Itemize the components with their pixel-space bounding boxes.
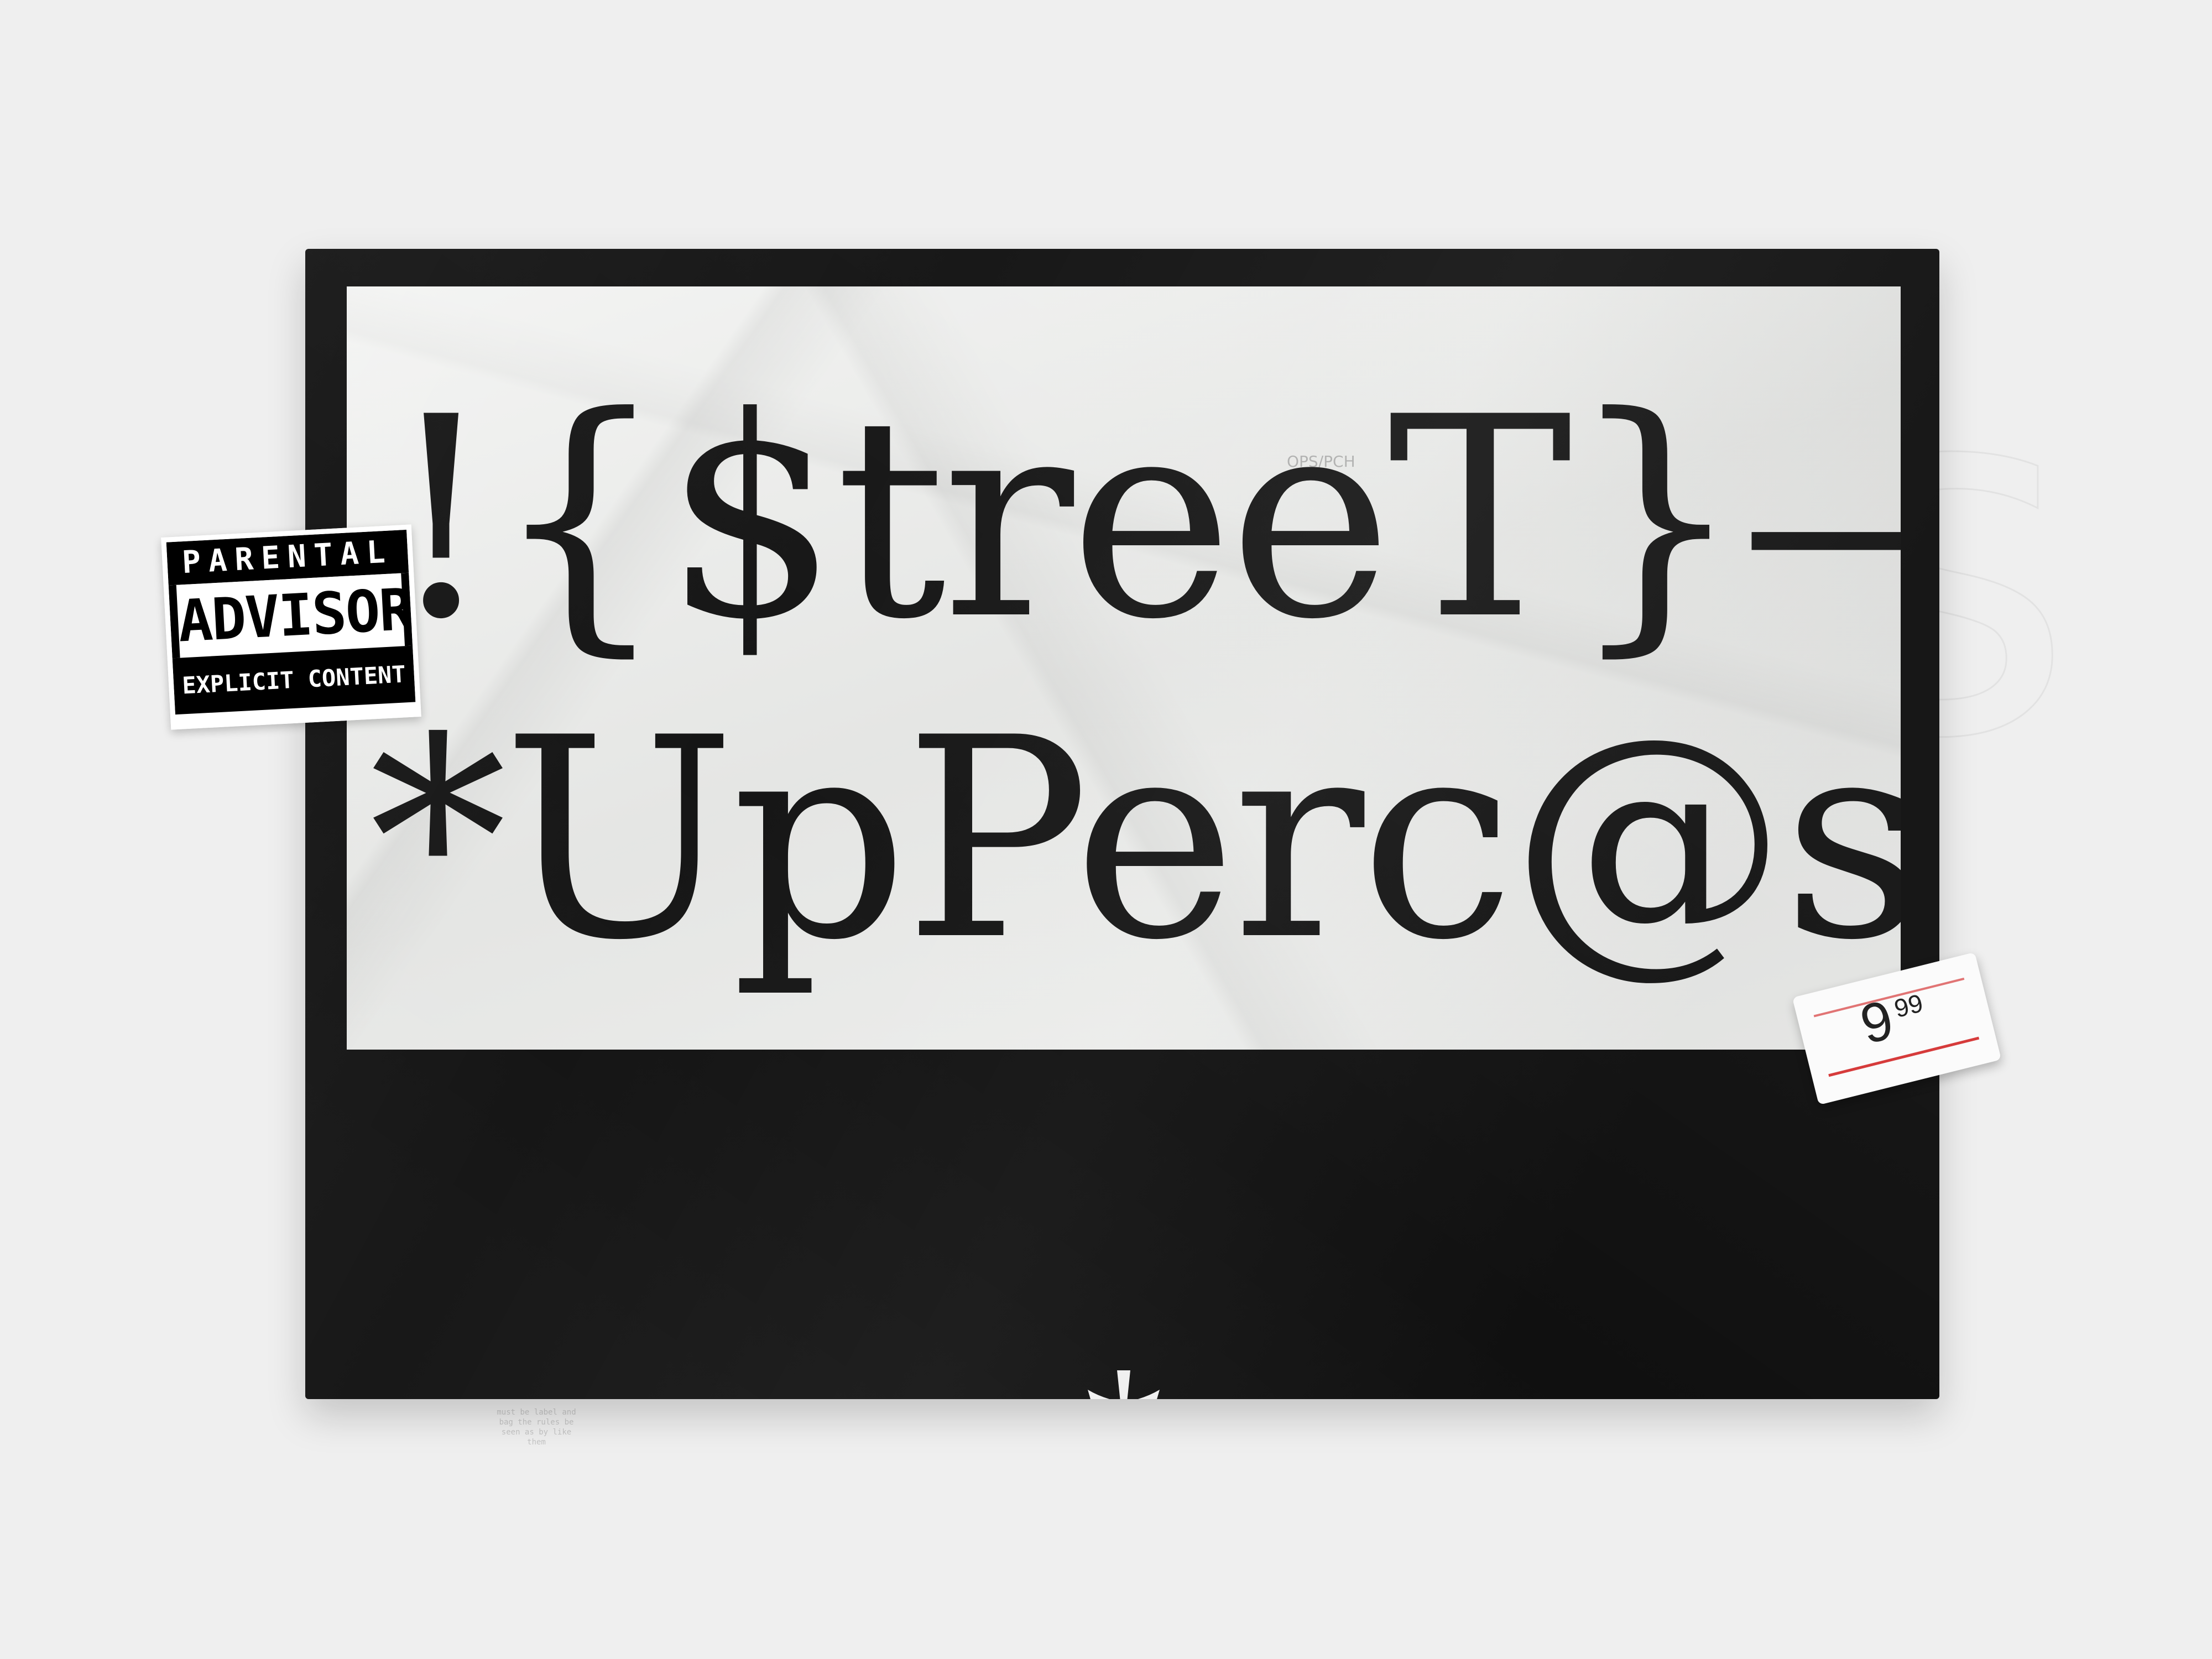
ornament-area: paper mockup free paper mockup based on … (305, 1050, 1939, 1399)
poster: OPS/PCH !{$treeT}—(._.] *UpPerc@sE? pape… (305, 249, 1939, 1399)
price-main: 9 (1854, 988, 1900, 1056)
double-cross-icon (1088, 1370, 1160, 1399)
parental-advisory-sticker: PARENTAL ADVISORY EXPLICIT CONTENT (161, 524, 421, 730)
poster-light-panel: OPS/PCH !{$treeT}—(._.] *UpPerc@sE? (347, 286, 1901, 1050)
headline-line-2: *UpPerc@sE? (369, 679, 1901, 1000)
parental-advisory-middle: ADVISORY (168, 572, 421, 659)
headline-line-1: !{$treeT}—(._.] (385, 358, 1901, 680)
parental-advisory-bottom: EXPLICIT CONTENT (172, 645, 416, 715)
small-watermark: OPS/PCH (1287, 452, 1355, 471)
tiny-ghost-note: must be label and bag the rules be seen … (497, 1408, 576, 1447)
price-superscript: 99 (1891, 988, 1926, 1024)
